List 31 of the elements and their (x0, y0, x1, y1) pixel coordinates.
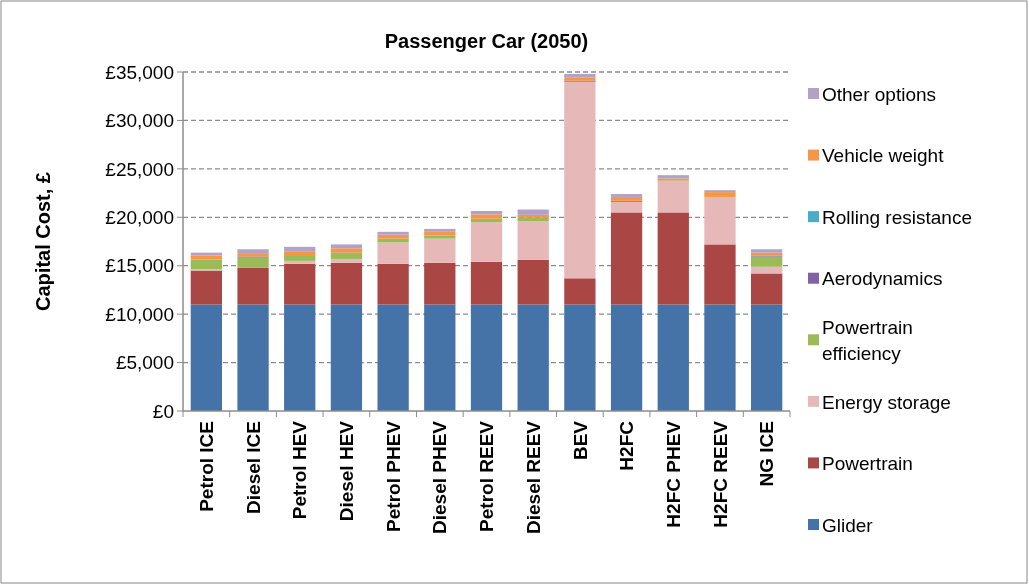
y-tick-label: £5,000 (115, 352, 174, 374)
legend-label: Other options (822, 83, 937, 105)
x-tick-label: Petrol REEV (476, 420, 498, 532)
y-tick-label: £0 (152, 400, 174, 422)
x-tick-label: Petrol ICE (196, 421, 217, 512)
legend-label: Powertrain efficiency (822, 316, 913, 364)
x-tick-label: Diesel REEV (522, 420, 544, 534)
x-tick-label: Petrol PHEV (382, 420, 404, 532)
x-tick-label: Petrol HEV (289, 420, 311, 520)
y-axis-title: Capital Cost, £ (32, 172, 54, 311)
x-tick-label: Diesel HEV (336, 420, 358, 522)
legend-label: Energy storage (822, 391, 951, 413)
y-tick-label: £15,000 (105, 255, 174, 277)
y-tick-label: £30,000 (105, 110, 174, 132)
y-tick-label: £10,000 (105, 303, 174, 325)
legend-label: Glider (822, 514, 874, 536)
x-tick-label: H2FC REEV (709, 420, 731, 528)
chart-title: Passenger Car (2050) (384, 30, 589, 52)
legend-label: Rolling resistance (822, 206, 972, 228)
x-tick-label: H2FC (616, 420, 638, 471)
x-tick-label: NG ICE (756, 421, 778, 487)
y-tick-label: £25,000 (105, 158, 174, 180)
legend-label: Powertrain (822, 453, 913, 475)
y-tick-label: £20,000 (105, 206, 174, 228)
x-tick-label: Diesel ICE (242, 421, 264, 514)
y-tick-label: £35,000 (105, 61, 174, 83)
x-tick-label: Diesel PHEV (429, 420, 451, 534)
x-tick-label: H2FC PHEV (662, 420, 684, 528)
x-tick-label: BEV (569, 420, 591, 461)
legend-label: Aerodynamics (822, 268, 943, 290)
legend-label: Vehicle weight (822, 145, 945, 167)
